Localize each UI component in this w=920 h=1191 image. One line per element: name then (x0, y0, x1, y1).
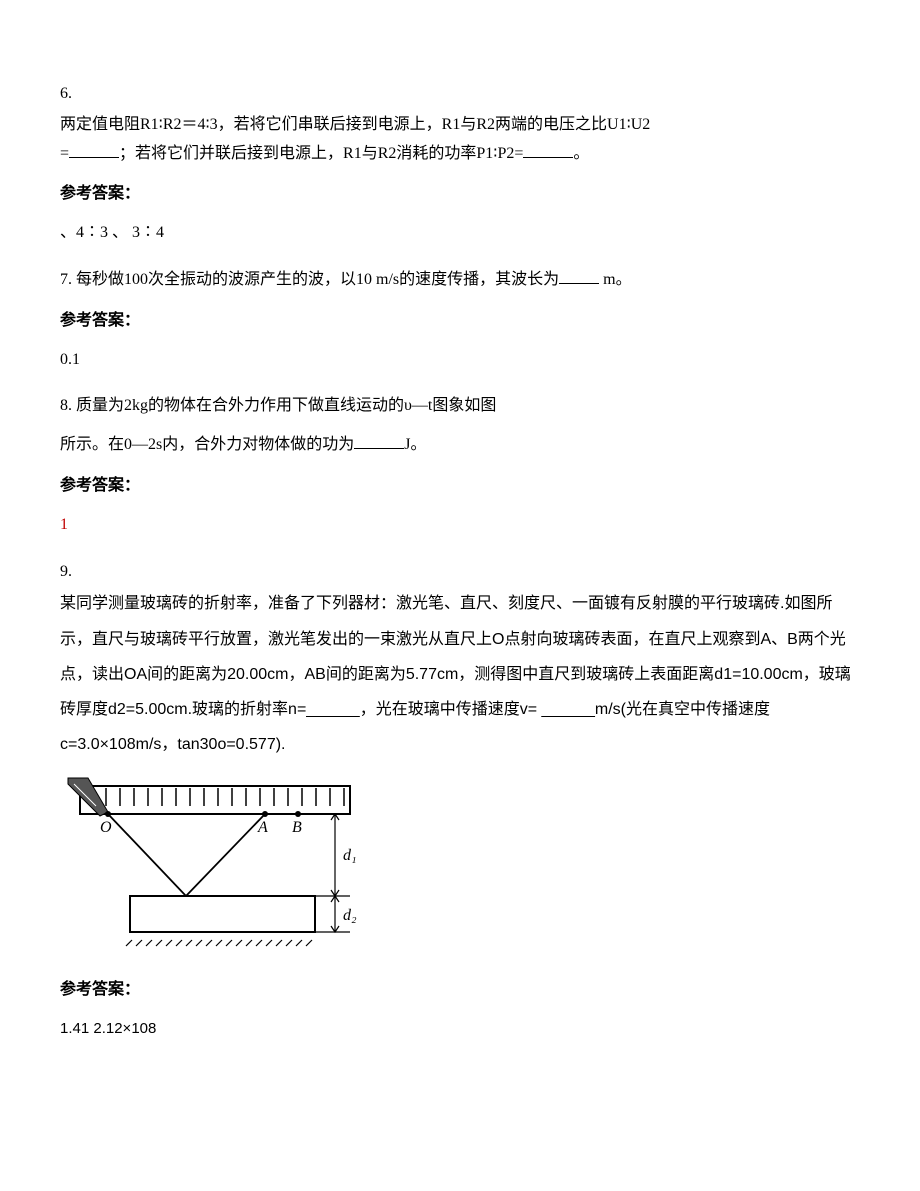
label-o: O (100, 819, 112, 836)
q9-number: 9. (60, 558, 860, 587)
q9-answer: 1.41 2.12×108 (60, 1015, 860, 1042)
q6-line2-mid: ；若将它们并联后接到电源上，R1与R2消耗的功率P1∶P2= (119, 145, 523, 162)
ruler-ticks (92, 788, 344, 806)
laser-pen-icon (68, 778, 108, 816)
q9-answer-label: 参考答案： (60, 976, 860, 1005)
glass-block (130, 896, 315, 932)
q9-diagram: O A B (60, 776, 860, 956)
q8-line2-suffix: J。 (404, 436, 426, 453)
q6-line2-suffix: 。 (573, 145, 589, 162)
q7-prefix: 7. 每秒做100次全振动的波源产生的波，以10 m/s的速度传播，其波长为 (60, 271, 559, 288)
q6-line1: 两定值电阻R1∶R2＝4∶3，若将它们串联后接到电源上，R1与R2两端的电压之比… (60, 116, 650, 133)
q8-answer: 1 (60, 511, 860, 540)
q6-text: 两定值电阻R1∶R2＝4∶3，若将它们串联后接到电源上，R1与R2两端的电压之比… (60, 111, 860, 169)
reflective-hatching (126, 940, 312, 946)
q6-answer-label: 参考答案： (60, 180, 860, 209)
label-d2: d₂ (343, 907, 357, 924)
question-7: 7. 每秒做100次全振动的波源产生的波，以10 m/s的速度传播，其波长为 m… (60, 266, 860, 374)
q7-suffix: m。 (599, 271, 631, 288)
q7-answer-label: 参考答案： (60, 307, 860, 336)
q6-blank2 (523, 142, 573, 158)
q8-line1: 8. 质量为2kg的物体在合外力作用下做直线运动的υ—t图象如图 (60, 392, 860, 421)
light-rays (108, 814, 298, 896)
question-6: 6. 两定值电阻R1∶R2＝4∶3，若将它们串联后接到电源上，R1与R2两端的电… (60, 80, 860, 248)
label-b: B (292, 819, 302, 836)
q7-answer: 0.1 (60, 346, 860, 375)
q6-number: 6. (60, 80, 860, 109)
point-b (295, 811, 301, 817)
q8-answer-label: 参考答案： (60, 472, 860, 501)
q8-line2-prefix: 所示。在0—2s内，合外力对物体做的功为 (60, 436, 354, 453)
question-9: 9. 某同学测量玻璃砖的折射率，准备了下列器材：激光笔、直尺、刻度尺、一面镀有反… (60, 558, 860, 1043)
q8-blank (354, 433, 404, 449)
q8-line2: 所示。在0—2s内，合外力对物体做的功为 J。 (60, 431, 860, 460)
q6-blank1 (69, 142, 119, 158)
q7-blank (559, 268, 599, 284)
q6-answer: 、4∶3 、 3∶4 (60, 219, 860, 248)
q6-line2-prefix: = (60, 145, 69, 162)
question-8: 8. 质量为2kg的物体在合外力作用下做直线运动的υ—t图象如图 所示。在0—2… (60, 392, 860, 539)
q9-text: 某同学测量玻璃砖的折射率，准备了下列器材：激光笔、直尺、刻度尺、一面镀有反射膜的… (60, 586, 860, 762)
q7-text: 7. 每秒做100次全振动的波源产生的波，以10 m/s的速度传播，其波长为 m… (60, 266, 860, 295)
refraction-diagram-svg: O A B (60, 776, 390, 956)
label-d1: d₁ (343, 847, 357, 864)
